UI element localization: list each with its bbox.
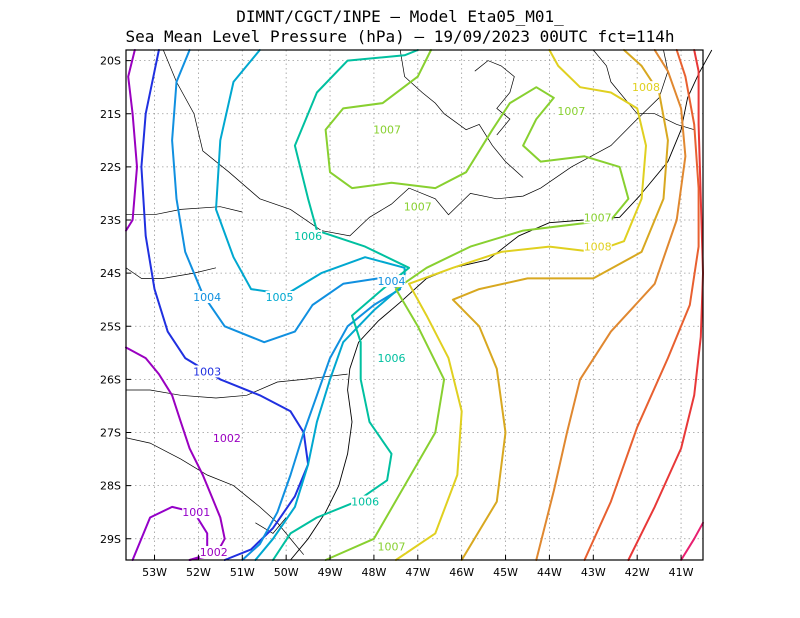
isobar-label-bg [351,495,380,508]
x-tick-label: 53W [142,566,167,579]
isobar-1002 [125,49,138,232]
state-border [126,373,348,399]
isobar-label: 1006 [294,230,322,243]
plot-frame [125,49,704,561]
isobar-label-bg [631,81,660,94]
isobar-label: 1007 [377,541,405,554]
state-border [255,517,287,534]
axis-ticks: 53W 52W 51W 50W 49W 48W 47W 46W 45W 44W 43W 42W 41W 2… [100,55,694,579]
x-tick-label: 44W [537,566,562,579]
isobar-label: 1008 [632,81,660,94]
x-tick-label: 49W [318,566,343,579]
isobar-label: 1004 [377,275,405,288]
isobar-1005 [215,49,406,561]
y-tick-label: 20S [100,55,121,68]
isobar-label: 1007 [584,211,612,224]
y-tick-label: 21S [100,108,121,121]
grid-lines [126,50,703,560]
isobar-label: 1001 [182,506,210,519]
isobar-label-bg [212,431,241,444]
x-tick-label: 42W [625,566,650,579]
isobar-label-bg [193,291,222,304]
x-tick-label: 46W [449,566,474,579]
x-tick-label: 50W [274,566,299,579]
isobar-label-bg [557,105,586,118]
x-tick-label: 52W [186,566,211,579]
isobar-label: 1006 [351,496,379,509]
isobar-label: 1006 [377,352,405,365]
chart-title-line1: DIMNT/CGCT/INPE – Model Eta05_M01_ [236,7,564,26]
x-tick-label: 41W [669,566,694,579]
isobar-label-bg [403,200,432,213]
isobar-label: 1005 [266,291,294,304]
isobar-label-bg [294,229,323,242]
isobar-1007 [324,49,630,561]
state-border [474,60,515,136]
isobar-label: 1008 [584,241,612,254]
isobar-1013 [680,521,704,561]
isobar-1003 [140,49,310,561]
isobar-1008 [394,49,647,561]
x-tick-label: 51W [230,566,255,579]
y-tick-label: 28S [100,480,121,493]
y-tick-label: 26S [100,373,121,386]
isobar-label: 1007 [404,201,432,214]
y-tick-label: 22S [100,161,121,174]
isobar-label-bg [199,546,228,559]
isobar-label-bg [373,123,402,136]
coastline-path [290,49,713,561]
x-tick-label: 43W [581,566,606,579]
isobar-label: 1002 [200,546,228,559]
isobar-label-bg [583,240,612,253]
isobar-lines [125,49,704,561]
isobar-label: 1002 [213,432,241,445]
isobar-1004 [171,49,402,561]
state-border [125,267,217,279]
isobar-1002 [125,346,226,561]
coastline [290,49,713,561]
y-tick-label: 25S [100,320,121,333]
isobar-label: 1004 [193,291,221,304]
isobar-label-bg [265,291,294,304]
x-tick-label: 45W [493,566,518,579]
isobar-1009 [451,49,669,561]
isobar-label-bg [377,352,406,365]
y-tick-label: 27S [100,427,121,440]
isobar-label: 1007 [373,124,401,137]
isobar-label-bg [377,540,406,553]
y-tick-label: 29S [100,533,121,546]
isobar-label-bg [377,275,406,288]
y-tick-label: 24S [100,267,121,280]
x-tick-label: 48W [361,566,386,579]
x-tick-label: 47W [405,566,430,579]
state-border [162,49,669,237]
isobar-label-bg [182,506,211,519]
isobar-labels: 1008 1007 1007 1007 1007 1008 1006 1004 1004 1005… [182,81,660,559]
isobar-label-bg [193,365,222,378]
isobar-1011 [583,49,700,561]
isobar-1010 [535,49,687,561]
isobar-1012 [627,49,704,561]
isobar-label: 1003 [193,365,221,378]
y-tick-label: 23S [100,214,121,227]
state-border [399,49,524,178]
state-border [125,437,304,555]
isobar-label: 1007 [557,105,585,118]
chart-title-line2: Sea Mean Level Pressure (hPa) – 19/09/20… [125,27,674,46]
isobar-label-bg [583,211,612,224]
